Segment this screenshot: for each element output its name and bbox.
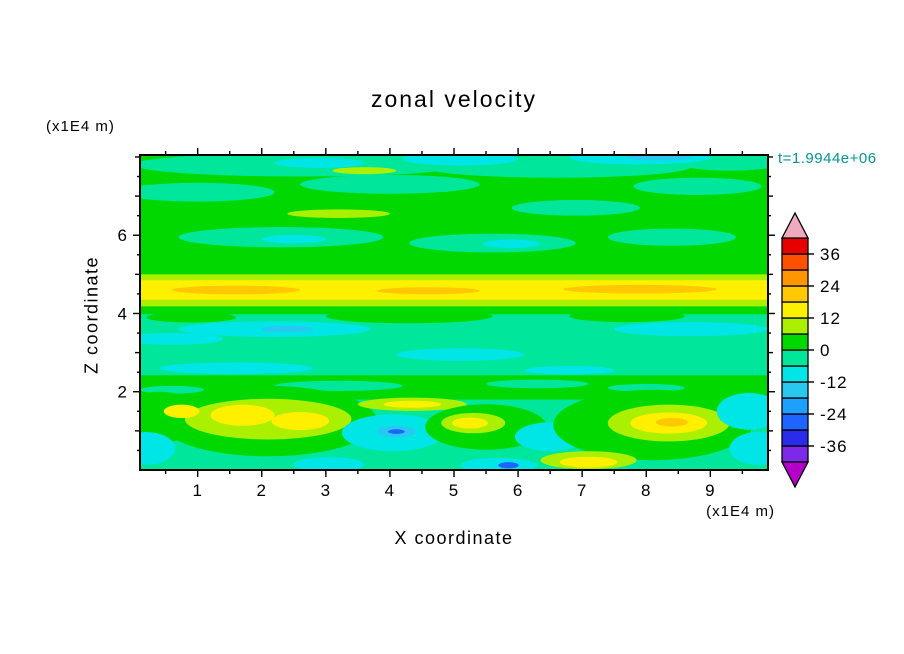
- colorbar-box: [781, 301, 809, 319]
- colorbar-tick-label: 36: [820, 245, 841, 264]
- x-axis-units-label: (x1E4 m): [706, 503, 775, 520]
- colorbar-box: [781, 413, 809, 431]
- x-tick-label: 2: [257, 481, 267, 500]
- x-tick-label: 7: [577, 481, 587, 500]
- contour-field: [140, 155, 768, 470]
- colorbar-box: [781, 253, 809, 271]
- colorbar-box: [781, 269, 809, 287]
- x-tick-label: 1: [192, 481, 202, 500]
- x-tick-label: 6: [513, 481, 523, 500]
- colorbar-box: [781, 397, 809, 415]
- colorbar-box: [781, 285, 809, 303]
- plot-title: zonal velocity: [370, 86, 538, 112]
- colorbar-over-arrow: [780, 211, 810, 239]
- colorbar-box: [781, 381, 809, 399]
- colorbar-under-arrow: [780, 461, 810, 489]
- x-tick-label: 5: [449, 481, 459, 500]
- y-tick-label: 2: [118, 383, 128, 402]
- x-tick-label: 8: [641, 481, 651, 500]
- colorbar-tick-label: -12: [820, 373, 848, 392]
- x-axis-title: X coordinate: [394, 528, 514, 548]
- plot-frame: [139, 154, 769, 471]
- colorbar: 36 24 12 0 -12 -24 -36: [780, 211, 848, 489]
- colorbar-box: [781, 333, 809, 351]
- axis-ticks: [133, 148, 775, 477]
- colorbar-tick-label: 24: [820, 277, 841, 296]
- colorbar-tick-label: 0: [820, 341, 830, 360]
- x-tick-label: 3: [321, 481, 331, 500]
- colorbar-box: [781, 429, 809, 447]
- colorbar-box: [781, 365, 809, 383]
- timestamp-label: t=1.9944e+06: [778, 150, 877, 167]
- colorbar-box: [781, 237, 809, 255]
- y-tick-label: 6: [118, 226, 128, 245]
- y-tick-label: 4: [118, 304, 128, 323]
- colorbar-box: [781, 445, 809, 463]
- x-tick-label: 4: [385, 481, 395, 500]
- colorbar-box: [781, 317, 809, 335]
- contour-plot: 1 2 3 4 5 6 7 8 9 2 4 6: [118, 148, 775, 500]
- colorbar-tick-label: 12: [820, 309, 841, 328]
- colorbar-tick-label: -36: [820, 437, 848, 456]
- x-tick-label: 9: [705, 481, 715, 500]
- y-axis-units-label: (x1E4 m): [46, 118, 115, 135]
- colorbar-tick-label: -24: [820, 405, 848, 424]
- colorbar-box: [781, 349, 809, 367]
